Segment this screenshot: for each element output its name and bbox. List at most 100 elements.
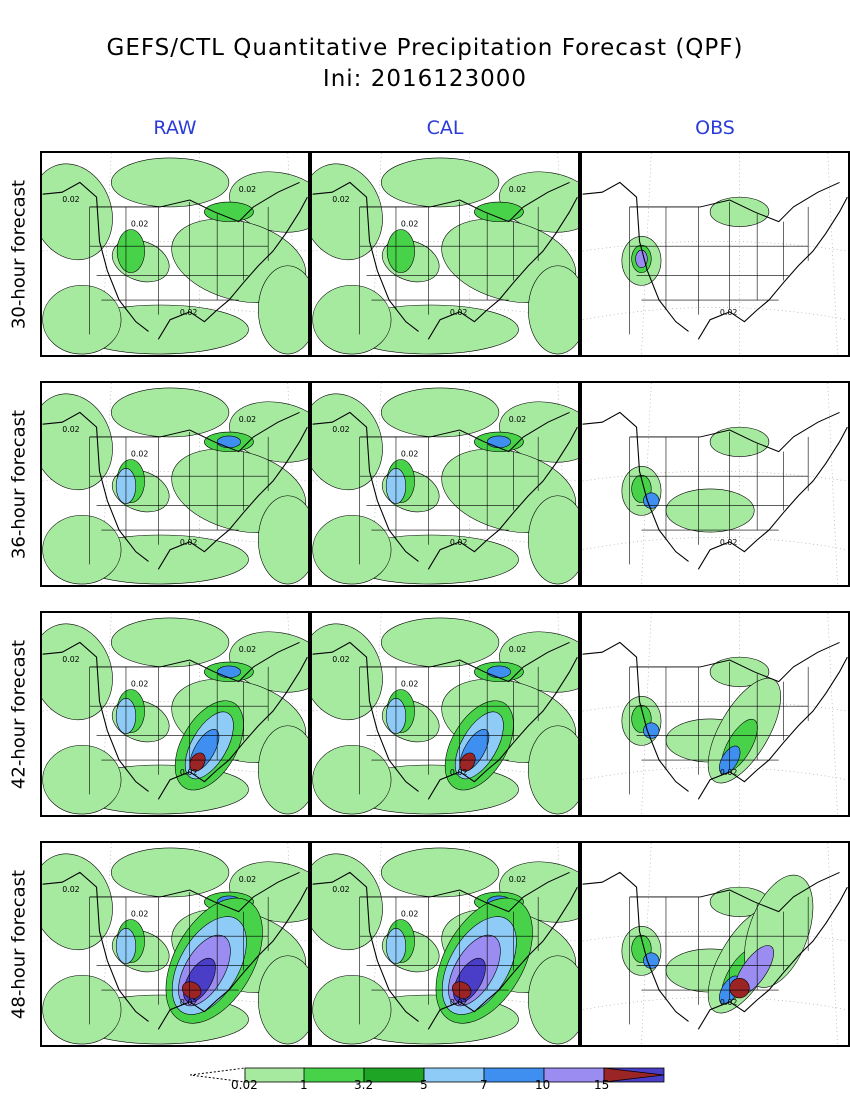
precip-map: 0.02 [582, 843, 848, 1045]
precip-contour [312, 745, 392, 815]
contour-label: 0.02 [720, 308, 737, 317]
precip-contour [42, 623, 113, 721]
map-panel-cal-4: 0.02 0.02 0.02 0.02 [310, 841, 580, 1047]
state-borders [629, 202, 809, 335]
precip-contour [110, 617, 230, 668]
precip-contour [312, 975, 392, 1045]
contour-label: 0.02 [401, 220, 418, 229]
legend-lower-triangle [190, 1067, 246, 1083]
precip-contour [110, 847, 230, 898]
country-border [89, 411, 300, 453]
precip-contour [110, 387, 230, 438]
coastline [312, 871, 578, 1030]
map-panel-raw-3: 0.02 0.02 0.02 0.02 [40, 611, 310, 817]
map-panel-raw-2: 0.02 0.02 0.02 0.02 [40, 381, 310, 587]
row-label-30h: 30-hour forecast [8, 179, 30, 330]
precip-contour [204, 201, 254, 222]
country-border [629, 411, 840, 453]
coastline [312, 181, 578, 340]
precip-contour [229, 631, 308, 693]
precip-contour [312, 285, 392, 355]
precip-contour [709, 656, 770, 687]
coastline [42, 871, 308, 1030]
precip-contour [528, 725, 578, 815]
legend-label-0: 0.02 [231, 1078, 258, 1092]
legend-label-4: 7 [480, 1078, 488, 1092]
country-border [89, 871, 300, 913]
contour-label: 0.02 [131, 450, 148, 459]
precip-contour [216, 435, 241, 449]
contour-label: 0.02 [332, 655, 349, 664]
state-borders [359, 202, 539, 335]
column-header-obs: OBS [695, 117, 735, 139]
column-header-cal: CAL [426, 117, 464, 139]
country-border [359, 181, 570, 223]
precip-contour [42, 393, 113, 491]
precip-contour [42, 853, 113, 951]
precip-map: 0.02 [582, 153, 848, 355]
contour-label: 0.02 [131, 680, 148, 689]
contour-label: 0.02 [509, 185, 526, 194]
contour-label: 0.02 [180, 308, 197, 317]
precip-contour [258, 955, 308, 1045]
state-borders [359, 892, 539, 1025]
precip-contour [42, 163, 113, 261]
map-panel-obs-3: 0.02 [580, 611, 850, 817]
precip-contour [258, 495, 308, 585]
precip-contour [229, 171, 308, 233]
map-panel-raw-4: 0.02 0.02 0.02 0.02 [40, 841, 310, 1047]
contour-label: 0.02 [332, 885, 349, 894]
precip-contour [528, 495, 578, 585]
contour-label: 0.02 [720, 998, 737, 1007]
contour-label: 0.02 [332, 425, 349, 434]
precip-contour [380, 617, 500, 668]
contour-label: 0.02 [180, 768, 197, 777]
country-border [629, 641, 840, 683]
country-border [359, 871, 570, 913]
contour-label: 0.02 [239, 415, 256, 424]
contour-label: 0.02 [180, 538, 197, 547]
precip-contour [486, 435, 511, 449]
contour-label: 0.02 [131, 910, 148, 919]
precip-contour [459, 752, 476, 772]
contour-label: 0.02 [62, 425, 79, 434]
precip-contour [42, 285, 122, 355]
country-border [359, 641, 570, 683]
contour-label: 0.02 [62, 195, 79, 204]
precip-contour [499, 401, 578, 463]
map-panel-cal-2: 0.02 0.02 0.02 0.02 [310, 381, 580, 587]
state-borders [89, 662, 269, 795]
precip-contour [643, 722, 660, 739]
contour-label: 0.02 [509, 645, 526, 654]
precip-map: 0.02 [582, 383, 848, 585]
contour-label: 0.02 [180, 998, 197, 1007]
map-panel-raw-1: 0.02 0.02 0.02 0.02 [40, 151, 310, 357]
contour-label: 0.02 [332, 195, 349, 204]
coastline [582, 641, 848, 800]
color-legend [190, 1067, 665, 1083]
country-border [359, 411, 570, 453]
legend-label-5: 10 [535, 1078, 551, 1092]
map-panel-obs-1: 0.02 [580, 151, 850, 357]
contour-label: 0.02 [401, 910, 418, 919]
precip-map: 0.02 [582, 613, 848, 815]
contour-label: 0.02 [239, 185, 256, 194]
precip-contour [380, 387, 500, 438]
state-borders [359, 662, 539, 795]
legend-label-3: 5 [420, 1078, 428, 1092]
precip-contour [709, 196, 770, 227]
coastline [582, 181, 848, 340]
contour-label: 0.02 [401, 450, 418, 459]
legend-upper-triangle [603, 1067, 665, 1083]
precip-contour [528, 265, 578, 355]
precip-contour [42, 975, 122, 1045]
precip-map: 0.02 0.02 0.02 0.02 [312, 613, 578, 815]
precip-contour [312, 163, 383, 261]
precip-contour [312, 515, 392, 585]
precip-contour [665, 488, 755, 533]
coastline [312, 411, 578, 570]
precip-contour [380, 157, 500, 208]
contour-label: 0.02 [720, 538, 737, 547]
precip-contour [386, 229, 415, 273]
precip-map: 0.02 0.02 0.02 0.02 [42, 613, 308, 815]
